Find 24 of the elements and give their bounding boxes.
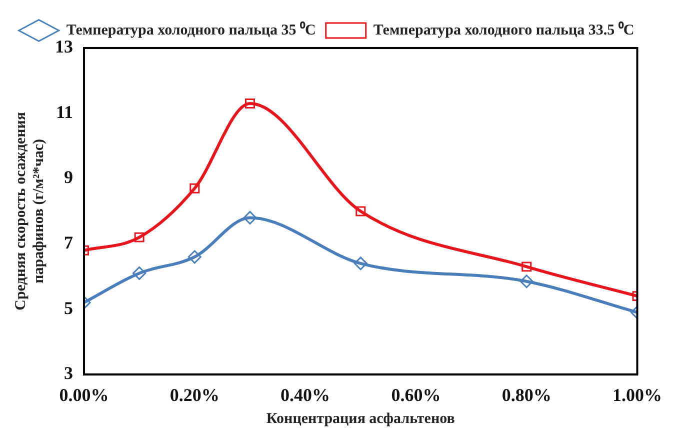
point xyxy=(244,98,255,108)
y-tick-label: 3 xyxy=(64,363,73,384)
x-tick-label: 1.00% xyxy=(612,384,662,405)
point xyxy=(354,256,368,270)
point xyxy=(188,250,202,264)
y-tick-label: 9 xyxy=(64,167,73,188)
y-tick-label: 5 xyxy=(64,298,73,318)
y-axis-title: Средняя скорость осаждения парафинов (г/м²*час) xyxy=(12,112,47,310)
point xyxy=(356,206,366,216)
y-tick-label: 13 xyxy=(55,36,73,57)
point xyxy=(243,210,257,224)
x-axis-title: Концентрация асфальтенов xyxy=(266,410,455,427)
point xyxy=(134,232,144,242)
x-tick-label: 0.60% xyxy=(391,384,441,405)
legend-label: Температура холодного пальца 33.5 ⁰C xyxy=(373,20,634,38)
x-tick-label: 0.40% xyxy=(280,384,330,405)
point xyxy=(190,183,200,194)
y-tick-label: 7 xyxy=(64,232,73,252)
x-tick-label: 0.00% xyxy=(59,384,109,405)
point xyxy=(132,266,146,280)
x-tick-label: 0.20% xyxy=(170,384,220,405)
x-tick-label: 0.80% xyxy=(502,384,552,405)
y-tick-label: 11 xyxy=(56,102,73,122)
legend-label: Температура холодного пальца 35 ⁰C xyxy=(66,20,316,38)
